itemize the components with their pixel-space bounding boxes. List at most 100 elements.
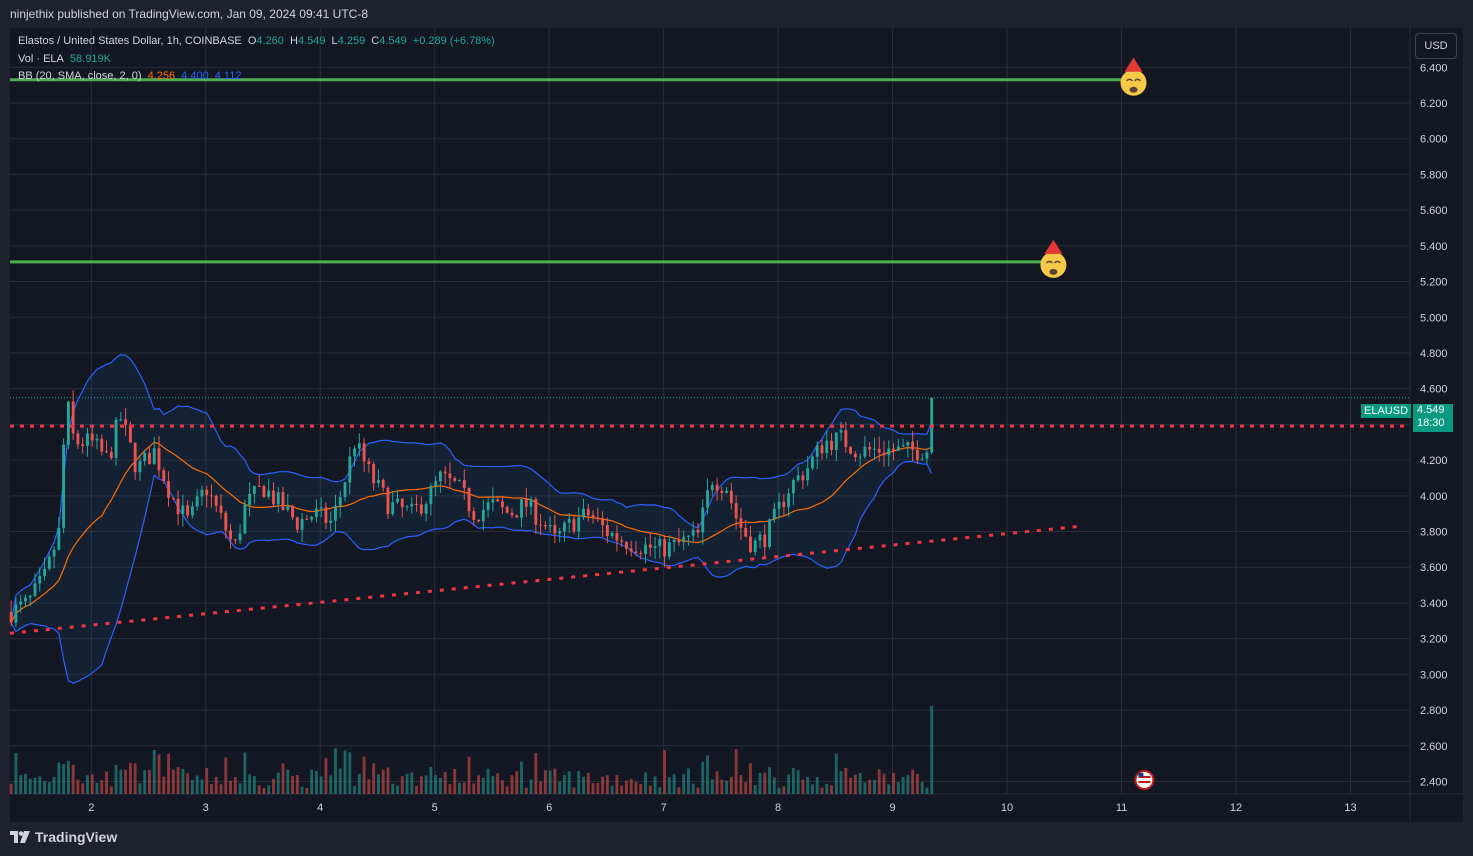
time-tick-label: 12 xyxy=(1230,802,1242,814)
volume-bar xyxy=(381,769,385,794)
volume-bar xyxy=(76,779,80,794)
price-tick-label: 4.600 xyxy=(1420,384,1448,396)
volume-bar xyxy=(152,749,156,794)
volume-bar xyxy=(167,753,170,794)
volume-bar xyxy=(314,770,318,794)
candle-body xyxy=(615,532,619,541)
candle-body xyxy=(381,479,385,488)
candle-body xyxy=(572,518,576,532)
volume-bar xyxy=(190,779,194,794)
volume-bar xyxy=(405,773,409,794)
time-axis-area[interactable] xyxy=(10,794,1463,822)
volume-bar xyxy=(434,774,438,794)
volume-bar xyxy=(334,748,337,794)
candle-body xyxy=(396,498,399,503)
volume-bar xyxy=(210,784,213,794)
volume-bar xyxy=(539,781,543,794)
candle-body xyxy=(801,475,805,481)
candle-body xyxy=(706,490,709,508)
candle-body xyxy=(190,506,194,516)
candle-body xyxy=(644,544,647,554)
volume-bar xyxy=(329,775,333,794)
party-hat-icon xyxy=(1044,239,1063,254)
price-tick-label: 5.600 xyxy=(1420,205,1448,217)
volume-bar xyxy=(100,780,104,794)
volume-bar xyxy=(901,776,905,794)
candle-body xyxy=(300,518,304,530)
bb-legend[interactable]: BB (20, SMA, close, 2, 0) 4.256 4.400 4.… xyxy=(18,70,244,82)
candle-body xyxy=(582,508,585,518)
time-tick-label: 3 xyxy=(203,802,209,814)
volume-bar xyxy=(782,786,786,794)
open-value: 4.260 xyxy=(256,35,284,47)
volume-bar xyxy=(400,776,404,794)
candle-body xyxy=(625,541,628,549)
volume-bar xyxy=(57,762,61,794)
volume-bar xyxy=(133,763,137,794)
volume-bar xyxy=(839,771,843,794)
candle-body xyxy=(648,544,652,548)
volume-bar xyxy=(520,761,523,794)
volume-bar xyxy=(219,784,223,794)
volume-legend[interactable]: Vol · ELA 58.919K xyxy=(18,53,114,65)
volume-bar xyxy=(572,787,576,794)
currency-button[interactable]: USD xyxy=(1415,33,1457,59)
symbol-legend[interactable]: Elastos / United States Dollar, 1h, COIN… xyxy=(18,35,498,47)
candle-body xyxy=(424,504,428,514)
candle-body xyxy=(329,520,333,523)
plot-area xyxy=(10,28,1410,794)
price-tick-label: 5.800 xyxy=(1420,169,1448,181)
bb-label: BB (20, SMA, close, 2, 0) xyxy=(18,70,142,82)
party-emoji-icon xyxy=(1120,69,1147,96)
publisher-info: ninjethix published on TradingView.com, … xyxy=(10,7,369,21)
price-tick-label: 5.400 xyxy=(1420,241,1448,253)
candle-body xyxy=(52,549,56,557)
grid-lines xyxy=(10,28,1410,794)
flag-stripe xyxy=(1138,781,1151,783)
time-tick-label: 4 xyxy=(317,802,323,814)
candle-body xyxy=(667,542,671,557)
volume-bar xyxy=(343,750,347,794)
candle-body xyxy=(438,471,442,482)
candle-body xyxy=(357,443,361,449)
volume-bar xyxy=(9,783,13,794)
candle-body xyxy=(534,499,538,525)
volume-bar xyxy=(720,779,724,794)
candle-body xyxy=(701,507,705,533)
flag-canton xyxy=(1138,773,1144,777)
candle-body xyxy=(391,502,395,514)
volume-bar xyxy=(873,779,876,794)
volume-bar xyxy=(677,787,681,794)
time-tick-label: 5 xyxy=(432,802,438,814)
volume-bar xyxy=(415,785,418,794)
volume-value: 58.919K xyxy=(69,53,111,65)
candle-body xyxy=(882,452,886,456)
candle-body xyxy=(86,433,89,446)
volume-bar xyxy=(176,767,180,794)
volume-bar xyxy=(806,776,810,794)
candle-body xyxy=(143,452,147,461)
candle-body xyxy=(272,490,275,505)
candle-body xyxy=(415,503,418,505)
volume-bar xyxy=(882,773,886,794)
volume-bar xyxy=(510,775,514,794)
candle-body xyxy=(224,512,228,531)
volume-bar xyxy=(930,706,934,794)
volume-bar xyxy=(71,764,75,794)
symbol-title: Elastos / United States Dollar, 1h, COIN… xyxy=(18,35,242,47)
drawings[interactable] xyxy=(9,57,1410,790)
volume-bar xyxy=(710,779,714,794)
price-tick-label: 5.200 xyxy=(1420,277,1448,289)
tradingview-logo[interactable]: TradingView xyxy=(10,829,117,845)
price-tick-label: 3.000 xyxy=(1420,669,1448,681)
volume-bar xyxy=(128,763,132,794)
volume-bar xyxy=(696,787,700,794)
candle-body xyxy=(830,440,833,450)
volume-bar xyxy=(567,771,571,794)
candle-body xyxy=(892,448,895,451)
last-price-tag: 4.549 18:30 xyxy=(1413,404,1453,432)
candle-body xyxy=(81,444,85,446)
time-axis-labels: 2 3 4 5 6 7 8 9 10 11 12 13 xyxy=(88,802,1356,814)
candle-body xyxy=(691,529,695,536)
